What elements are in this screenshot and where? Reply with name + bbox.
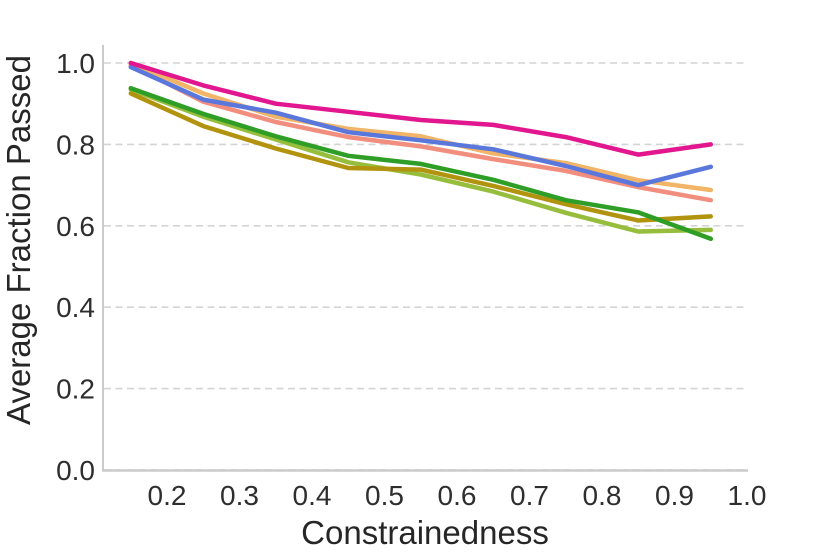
y-tick-label-1.0: 1.0: [56, 48, 95, 79]
magenta-line: [128, 60, 714, 157]
y-tick-label-0.0: 0.0: [56, 455, 95, 486]
y-axis-label: Average Fraction Passed: [0, 55, 37, 425]
y-tick-label-0.4: 0.4: [56, 292, 95, 323]
yellowgreen-line: [128, 87, 714, 234]
x-tick-label-0.5: 0.5: [365, 480, 404, 511]
olive-line: [128, 91, 714, 223]
x-tick-label-0.7: 0.7: [510, 480, 549, 511]
tick-labels: 0.0 0.2 0.4 0.6 0.8 1.0 0.2 0.3 0.4 0.5 0.6 0.7 0.8 0…: [56, 48, 766, 511]
x-tick-label-0.2: 0.2: [148, 480, 187, 511]
data-series: [128, 60, 714, 242]
x-tick-label-0.6: 0.6: [438, 480, 477, 511]
x-tick-label-0.8: 0.8: [583, 480, 622, 511]
x-tick-label-0.3: 0.3: [220, 480, 259, 511]
blue-line: [128, 64, 714, 188]
x-tick-label-0.4: 0.4: [293, 480, 332, 511]
green-line: [128, 85, 714, 242]
x-tick-label-0.9: 0.9: [655, 480, 694, 511]
orange-line: [128, 60, 714, 193]
y-tick-label-0.6: 0.6: [56, 211, 95, 242]
salmon-line: [128, 62, 714, 203]
y-tick-label-0.8: 0.8: [56, 129, 95, 160]
x-tick-label-1.0: 1.0: [728, 480, 767, 511]
axis-spines: [102, 45, 748, 472]
x-axis-label: Constrainedness: [301, 514, 549, 551]
y-tick-label-0.2: 0.2: [56, 374, 95, 405]
